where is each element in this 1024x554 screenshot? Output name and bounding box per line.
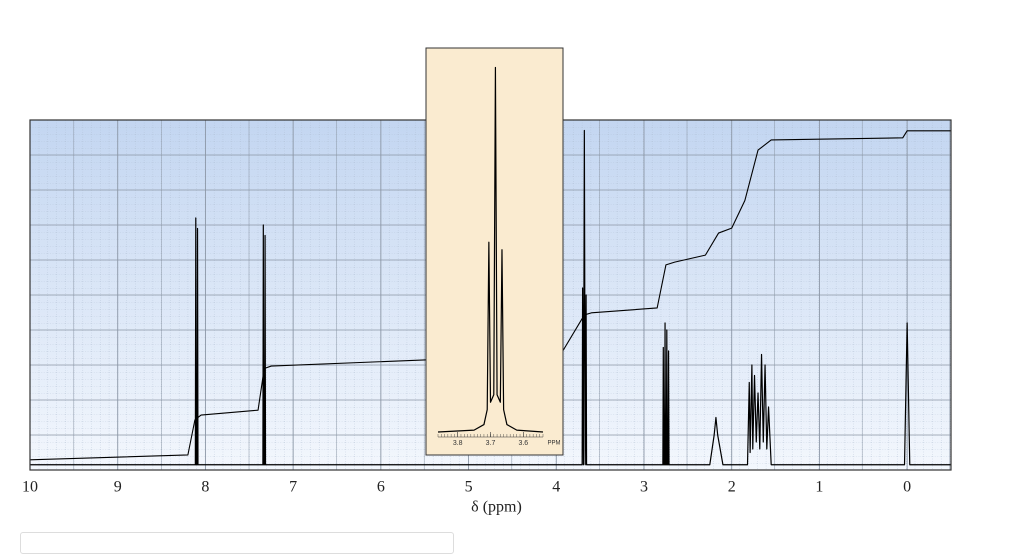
x-tick-label: 4 (552, 479, 560, 496)
x-tick-label: 1 (815, 479, 823, 496)
x-tick-label: 10 (22, 479, 38, 496)
inset-spectrum-line (437, 66, 544, 433)
x-tick-label: 5 (465, 479, 473, 496)
x-tick-label: 8 (201, 479, 209, 496)
input-box (20, 532, 454, 554)
x-tick-label: 0 (903, 479, 911, 496)
x-axis-label: δ (ppm) (471, 499, 522, 516)
x-tick-label: 6 (377, 479, 385, 496)
chart: 10 9 8 7 6 5 4 3 2 1 0δ (ppm)3.8 3.7 3.6 PPM (22, 47, 952, 516)
x-tick-label: 7 (289, 479, 297, 496)
x-tick-label: 3.6 (518, 440, 528, 447)
x-tick-label: 3.8 (453, 440, 463, 447)
spectrum-line (30, 129, 951, 466)
integral-curve (29, 130, 951, 461)
x-axis-label: PPM (547, 441, 560, 447)
x-tick-label: 3.7 (486, 440, 496, 447)
page: {"chart_data": [ {"type": "line", "x_lab… (20, 47, 952, 554)
x-tick-label: 3 (640, 479, 648, 496)
x-tick-label: 9 (114, 479, 122, 496)
x-tick-label: 2 (728, 479, 736, 496)
